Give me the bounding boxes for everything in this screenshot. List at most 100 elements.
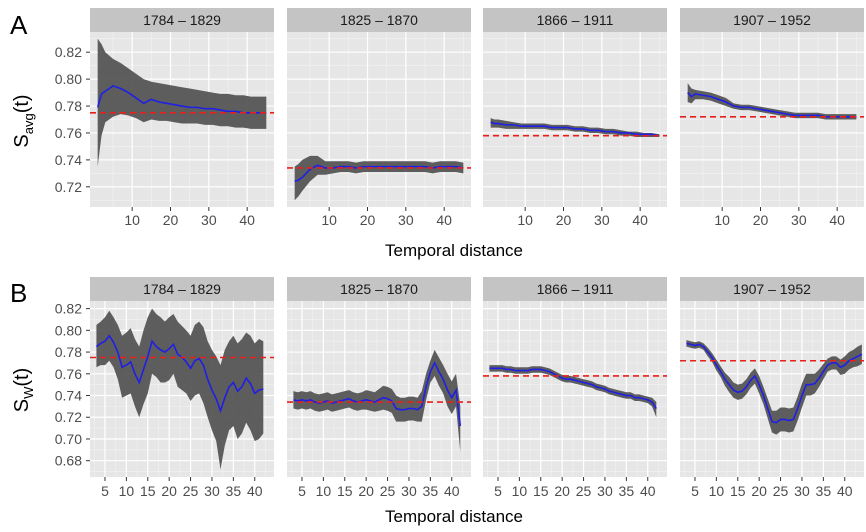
x-tick-label: 35 [226, 483, 242, 499]
x-tick-label: 40 [444, 483, 460, 499]
x-tick-label: 30 [791, 212, 807, 228]
mean-line [96, 84, 267, 114]
x-tick-label: 20 [358, 483, 374, 499]
x-tick-label: 15 [337, 483, 353, 499]
x-tick-label: 15 [730, 483, 746, 499]
x-tick-label: 5 [494, 483, 502, 499]
x-tick-label: 20 [163, 212, 179, 228]
y-tick-label: 0.76 [55, 366, 82, 382]
x-tick-label: 20 [753, 212, 769, 228]
x-tick-label: 40 [829, 212, 845, 228]
x-tick-label: 20 [554, 483, 570, 499]
x-tick-label: 40 [239, 212, 255, 228]
x-tick-label: 35 [619, 483, 635, 499]
x-tick-label: 30 [201, 212, 217, 228]
x-tick-label: 25 [576, 483, 592, 499]
x-tick-label: 20 [751, 483, 767, 499]
x-axis-title-b: Temporal distance [385, 507, 523, 526]
mean-line [294, 164, 464, 183]
y-tick-label: 0.72 [55, 409, 82, 425]
x-tick-label: 40 [247, 483, 263, 499]
x-tick-label: 10 [517, 212, 533, 228]
facet-strip [287, 8, 471, 32]
y-tick-label: 0.70 [55, 431, 82, 447]
y-tick-label: 0.78 [55, 344, 82, 360]
confidence-band [96, 308, 264, 470]
facet-strip-label: 1907 – 1952 [733, 281, 811, 297]
facet-panel-b-2: 1825 – 1870 5 10 15 20 25 30 35 40 [287, 277, 471, 499]
y-tick-label: 0.80 [55, 322, 82, 338]
x-tick-label: 30 [794, 483, 810, 499]
x-tick-label: 5 [691, 483, 699, 499]
facet-strip [483, 8, 667, 32]
mean-line [686, 342, 863, 424]
x-tick-label: 10 [512, 483, 528, 499]
facet-panel-a-2: 1825 – 1870 10 20 30 40 [287, 8, 471, 228]
facet-panel-b-3: 1866 – 1911 5 10 15 20 25 30 35 40 [483, 277, 667, 499]
x-tick-label: 10 [714, 212, 730, 228]
y-tick-label: 0.68 [55, 453, 82, 469]
facet-strip-label: 1825 – 1870 [340, 12, 418, 28]
y-tick-label: 0.76 [55, 125, 82, 141]
x-tick-label: 40 [632, 212, 648, 228]
y-tick-label: 0.80 [55, 71, 82, 87]
facet-strip [483, 277, 667, 301]
y-tick-label: 0.74 [55, 388, 82, 404]
facet-panel-a-3: 1866 – 1911 10 20 30 40 [483, 8, 667, 228]
facet-panel-b-1: 1784 – 1829 5 10 15 20 25 30 35 40 [90, 277, 274, 499]
facet-strip [680, 8, 864, 32]
x-tick-label: 10 [124, 212, 140, 228]
x-tick-label: 10 [316, 483, 332, 499]
panel-letter-a: A [10, 10, 28, 40]
x-tick-label: 40 [436, 212, 452, 228]
x-tick-label: 35 [423, 483, 439, 499]
y-tick-label: 0.82 [55, 44, 82, 60]
x-tick-label: 10 [321, 212, 337, 228]
x-tick-label: 40 [640, 483, 656, 499]
x-tick-label: 40 [837, 483, 853, 499]
y-tick-label: 0.74 [55, 152, 82, 168]
x-tick-label: 5 [101, 483, 109, 499]
x-tick-label: 30 [401, 483, 417, 499]
y-tick-label: 0.72 [55, 179, 82, 195]
mean-line [95, 334, 264, 414]
confidence-band [97, 38, 267, 167]
mean-line [489, 367, 657, 409]
x-tick-label: 15 [140, 483, 156, 499]
y-tick-label: 0.82 [55, 301, 82, 317]
confidence-band [489, 365, 657, 418]
x-tick-label: 15 [533, 483, 549, 499]
facet-panel-b-4: 1907 – 1952 5 10 15 20 25 30 35 40 [680, 277, 864, 499]
x-tick-label: 30 [398, 212, 414, 228]
x-tick-label: 30 [594, 212, 610, 228]
mean-line [687, 92, 857, 118]
x-tick-label: 35 [816, 483, 832, 499]
facet-strip-label: 1784 – 1829 [143, 281, 221, 297]
facet-strip [90, 277, 274, 301]
panel-letter-b: B [10, 278, 27, 308]
facet-strip [90, 8, 274, 32]
x-tick-label: 25 [773, 483, 789, 499]
x-tick-label: 30 [204, 483, 220, 499]
mean-line [490, 121, 660, 137]
facet-strip-label: 1866 – 1911 [537, 12, 614, 28]
x-tick-label: 25 [380, 483, 396, 499]
facet-panel-a-4: 1907 – 1952 10 20 30 40 [680, 8, 864, 228]
x-tick-label: 5 [298, 483, 306, 499]
x-tick-label: 30 [597, 483, 613, 499]
facet-panel-a-1: 1784 – 1829 10 20 30 40 [90, 8, 274, 228]
x-tick-label: 10 [709, 483, 725, 499]
x-tick-label: 20 [161, 483, 177, 499]
confidence-band [686, 340, 862, 435]
facet-strip-label: 1907 – 1952 [733, 12, 811, 28]
x-tick-label: 25 [183, 483, 199, 499]
facet-strip-label: 1825 – 1870 [340, 281, 418, 297]
x-tick-label: 10 [119, 483, 135, 499]
y-axis-label-b: SW(t) [11, 368, 36, 413]
facet-strip [287, 277, 471, 301]
x-axis-title-a: Temporal distance [385, 241, 523, 260]
facet-strip-label: 1866 – 1911 [537, 281, 614, 297]
plot-background [680, 301, 864, 477]
x-tick-label: 20 [556, 212, 572, 228]
